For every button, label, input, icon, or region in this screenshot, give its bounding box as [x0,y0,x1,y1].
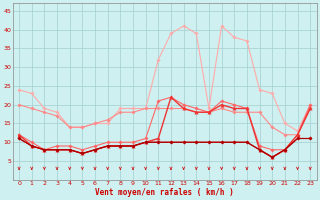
X-axis label: Vent moyen/en rafales ( km/h ): Vent moyen/en rafales ( km/h ) [95,188,234,197]
